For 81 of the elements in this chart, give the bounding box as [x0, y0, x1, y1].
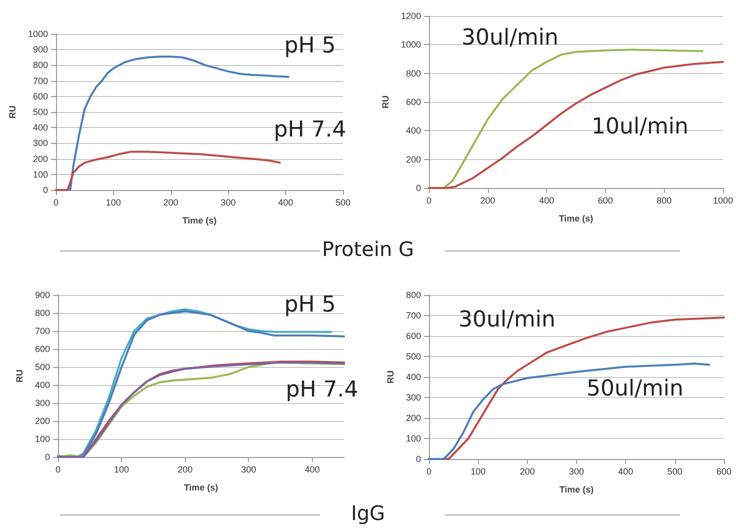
y-tick-label: 700: [32, 76, 48, 86]
y-tick-label: 700: [406, 310, 421, 320]
y-tick-label: 800: [34, 308, 50, 318]
x-tick-label: 500: [335, 198, 351, 208]
y-tick-label: 600: [32, 91, 48, 102]
x-tick-label: 100: [106, 198, 121, 208]
x-tick-label: 400: [304, 464, 320, 474]
y-axis-title: RU: [386, 370, 396, 384]
y-tick-label: 300: [406, 392, 421, 402]
x-tick-label: 0: [53, 198, 59, 208]
y-tick-label: 1000: [28, 29, 48, 39]
y-tick-label: 500: [34, 362, 50, 372]
x-tick-label: 800: [656, 196, 672, 206]
y-tick-label: 900: [32, 44, 48, 55]
y-tick-label: 100: [32, 169, 48, 180]
line-series: [55, 150, 281, 191]
x-tick-label: 400: [539, 196, 554, 206]
x-tick-label: 400: [618, 466, 634, 476]
text: Protein G: [321, 236, 415, 262]
y-tick-label: 400: [34, 380, 50, 390]
annotation: pH 7.4: [286, 378, 358, 402]
y-tick-label: 0: [42, 185, 48, 195]
x-axis-title: Time (s): [182, 216, 217, 226]
y-tick-label: 0: [416, 183, 421, 193]
x-tick-label: 600: [598, 196, 613, 206]
x-tick-label: 300: [241, 464, 256, 474]
y-tick-label: 0: [416, 454, 421, 464]
annotation: 30ul/min: [462, 26, 558, 50]
y-tick-label: 200: [34, 416, 50, 426]
x-tick-label: 100: [470, 466, 486, 476]
y-tick-label: 600: [34, 344, 50, 354]
annotation: 30ul/min: [458, 308, 556, 332]
y-tick-label: 900: [34, 290, 50, 300]
y-tick-label: 1200: [400, 11, 421, 21]
y-tick-label: 800: [406, 68, 421, 78]
x-tick-label: 200: [163, 198, 178, 208]
x-tick-label: 0: [426, 196, 432, 206]
y-tick-label: 100: [34, 434, 50, 444]
x-tick-label: 1000: [712, 196, 734, 206]
annotation: 10ul/min: [592, 114, 688, 140]
y-tick-label: 400: [32, 122, 48, 133]
y-tick-label: 400: [406, 126, 421, 136]
y-tick-label: 0: [44, 452, 50, 462]
x-tick-label: 100: [114, 464, 130, 474]
x-tick-label: 0: [55, 464, 61, 474]
annotation: pH 5: [284, 34, 336, 58]
y-axis-title: RU: [380, 96, 391, 108]
x-tick-label: 500: [667, 466, 682, 476]
text: IgG: [350, 500, 386, 526]
y-tick-label: 700: [34, 326, 50, 336]
y-tick-label: 500: [32, 107, 48, 117]
x-tick-label: 600: [716, 466, 732, 476]
y-tick-label: 800: [32, 60, 48, 70]
y-tick-label: 600: [406, 331, 421, 341]
x-tick-label: 200: [480, 196, 496, 206]
x-axis-title: Time (s): [558, 214, 594, 224]
line-series: [428, 362, 710, 460]
y-axis-title: RU: [8, 106, 18, 118]
y-tick-label: 800: [406, 290, 421, 300]
y-tick-label: 1000: [400, 40, 421, 50]
x-tick-label: 400: [278, 198, 294, 208]
x-tick-label: 200: [178, 464, 193, 474]
x-axis-title: Time (s): [559, 484, 594, 494]
x-tick-label: 0: [426, 466, 432, 476]
annotation: 50ul/min: [586, 376, 684, 402]
y-tick-label: 400: [406, 372, 421, 382]
y-tick-label: 500: [406, 352, 421, 362]
y-tick-label: 300: [34, 398, 50, 408]
y-tick-label: 600: [406, 97, 421, 107]
x-axis-title: Time (s): [184, 482, 218, 492]
y-tick-label: 200: [32, 154, 48, 164]
y-tick-label: 200: [406, 154, 421, 164]
y-tick-label: 200: [406, 413, 421, 423]
annotation: pH 5: [284, 292, 336, 318]
y-axis-title: RU: [14, 370, 24, 382]
x-tick-label: 300: [568, 466, 584, 476]
annotation: pH 7.4: [274, 118, 346, 142]
x-tick-label: 300: [220, 198, 236, 208]
y-tick-label: 300: [32, 138, 48, 148]
y-tick-label: 100: [406, 434, 421, 444]
x-tick-label: 200: [520, 466, 535, 476]
